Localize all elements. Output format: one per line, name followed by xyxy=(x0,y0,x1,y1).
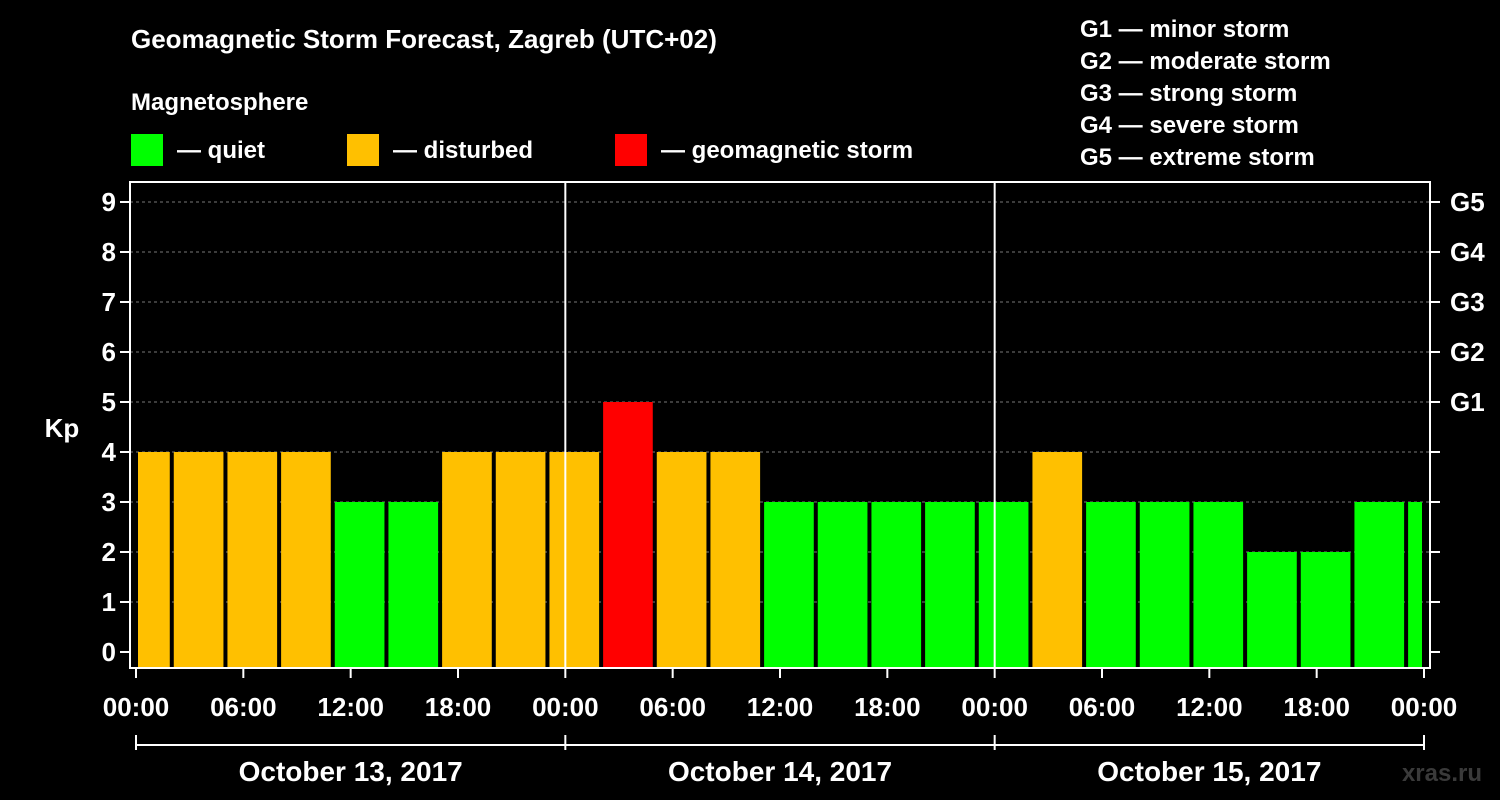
x-tick-label: 06:00 xyxy=(639,692,706,722)
bar xyxy=(603,402,653,668)
x-tick-label: 06:00 xyxy=(210,692,277,722)
bar xyxy=(978,502,1029,668)
bar xyxy=(1408,502,1422,668)
g-legend-item: G4 — severe storm xyxy=(1080,112,1299,139)
bar xyxy=(1086,502,1136,668)
x-tick-label: 00:00 xyxy=(961,692,1028,722)
g-scale-legend: G1 — minor storm G2 — moderate storm G3 — … xyxy=(1080,16,1331,171)
y-tick-label: 3 xyxy=(102,487,116,517)
legend-label-quiet: — quiet xyxy=(177,137,265,164)
g-legend-item: G5 — extreme storm xyxy=(1080,144,1315,171)
bar xyxy=(1247,552,1297,668)
bar xyxy=(138,452,170,668)
plot-area: 0 1 2 3 4 5 6 7 8 9 G1 G2 G3 G4 G5 00:00 06:00 12:00 18:00… xyxy=(102,181,1485,787)
bar xyxy=(764,502,814,668)
g-legend-item: G3 — strong storm xyxy=(1080,80,1297,107)
bar xyxy=(1300,552,1351,668)
y-axis-label: Kp xyxy=(45,413,80,443)
day-label: October 14, 2017 xyxy=(668,756,892,787)
x-tick-label: 06:00 xyxy=(1069,692,1136,722)
day-label: October 15, 2017 xyxy=(1097,756,1321,787)
y-tick-label: 4 xyxy=(102,437,117,467)
g-scale-label: G4 xyxy=(1450,237,1485,267)
x-tick-label: 12:00 xyxy=(1176,692,1243,722)
y-tick-label: 1 xyxy=(102,587,116,617)
legend-swatch-disturbed xyxy=(347,134,379,166)
bar xyxy=(817,502,868,668)
watermark: xras.ru xyxy=(1402,760,1482,787)
bar xyxy=(281,452,331,668)
x-tick-label: 00:00 xyxy=(103,692,170,722)
bar xyxy=(442,452,492,668)
legend-swatch-quiet xyxy=(131,134,163,166)
bar xyxy=(388,502,439,668)
bar xyxy=(549,452,600,668)
x-tick-label: 18:00 xyxy=(1283,692,1350,722)
y-tick-label: 8 xyxy=(102,237,116,267)
g-legend-item: G2 — moderate storm xyxy=(1080,48,1331,75)
g-scale-label: G5 xyxy=(1450,187,1485,217)
y-tick-label: 2 xyxy=(102,537,116,567)
g-scale-label: G1 xyxy=(1450,387,1485,417)
bar xyxy=(334,502,385,668)
y-tick-label: 5 xyxy=(102,387,116,417)
legend-label-disturbed: — disturbed xyxy=(393,137,533,164)
x-tick-label: 12:00 xyxy=(317,692,384,722)
bar xyxy=(710,452,761,668)
y-tick-label: 7 xyxy=(102,287,116,317)
bar xyxy=(925,502,975,668)
bar xyxy=(1139,502,1190,668)
bar xyxy=(656,452,707,668)
bar xyxy=(1032,452,1083,668)
g-legend-item: G1 — minor storm xyxy=(1080,16,1289,43)
legend-label-storm: — geomagnetic storm xyxy=(661,137,913,164)
y-tick-label: 0 xyxy=(102,637,116,667)
x-tick-label: 00:00 xyxy=(1391,692,1458,722)
chart-title: Geomagnetic Storm Forecast, Zagreb (UTC+… xyxy=(131,24,717,54)
bar xyxy=(495,452,546,668)
bar xyxy=(871,502,922,668)
g-scale-label: G2 xyxy=(1450,337,1485,367)
y-tick-label: 9 xyxy=(102,187,116,217)
bar xyxy=(1193,502,1244,668)
bar xyxy=(173,452,224,668)
day-label: October 13, 2017 xyxy=(239,756,463,787)
bar xyxy=(1354,502,1405,668)
g-scale-label: G3 xyxy=(1450,287,1485,317)
bar xyxy=(227,452,278,668)
x-tick-label: 00:00 xyxy=(532,692,599,722)
y-tick-label: 6 xyxy=(102,337,116,367)
legend-swatch-storm xyxy=(615,134,647,166)
x-tick-label: 18:00 xyxy=(425,692,492,722)
x-tick-label: 12:00 xyxy=(747,692,814,722)
legend: — quiet — disturbed — geomagnetic storm xyxy=(131,134,913,166)
x-tick-label: 18:00 xyxy=(854,692,921,722)
legend-title: Magnetosphere xyxy=(131,89,308,116)
